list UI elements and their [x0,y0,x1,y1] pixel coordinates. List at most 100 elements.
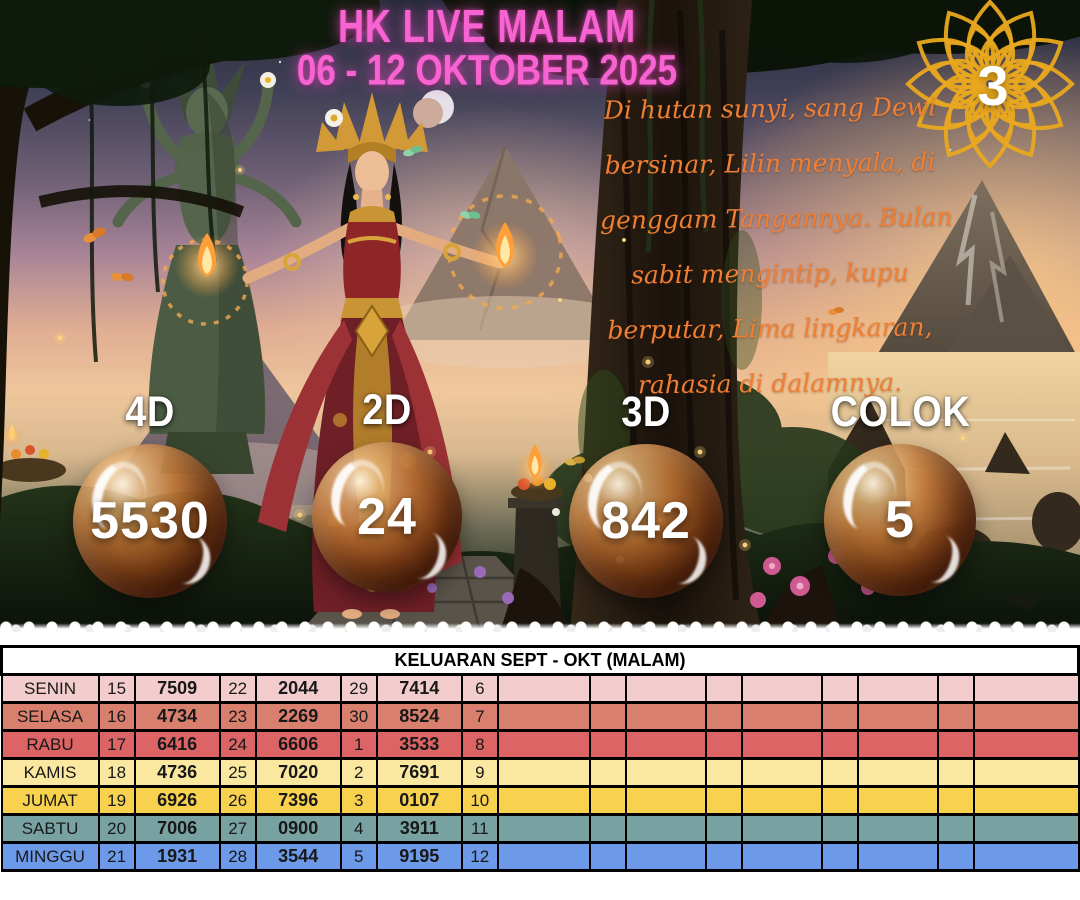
date-cell: 16 [97,701,136,732]
table-title: KELUARAN SEPT - OKT (MALAM) [0,645,1080,676]
bird-silhouette [1005,594,1037,610]
date-cell [820,729,860,760]
date-cell: 5 [339,841,378,872]
result-cell [740,673,824,704]
date-cell [937,757,976,788]
date-cell: 21 [97,841,136,872]
date-cell: 23 [218,701,257,732]
date-cell [588,785,627,816]
crystal-ball: 5530 [73,444,227,598]
poem-line: berputar, Lima lingkaran, [607,312,933,345]
prediction-label: 4D [125,388,175,436]
result-cell: 3533 [375,729,463,760]
date-cell [704,841,743,872]
result-cell [857,841,940,872]
result-cell [624,673,707,704]
poem-line: sabit mengintip, kupu [630,257,909,290]
mandala-flower-icon [905,0,1075,169]
result-cell: 6606 [254,729,342,760]
crystal-ball: 842 [569,444,723,598]
result-cell [973,757,1080,788]
poster-title: HK LIVE MALAM 06 - 12 OKTOBER 2025 [277,2,697,95]
result-cell [973,785,1080,816]
result-cell: 7509 [133,673,221,704]
hero-artwork: HK LIVE MALAM 06 - 12 OKTOBER 2025 3 Di … [0,0,1080,632]
fireflies [54,165,968,551]
table-row: SELASA 16 4734 23 2269 30 8524 7 [0,701,1080,732]
result-cell [857,785,940,816]
date-cell [704,813,743,844]
result-cell [740,841,824,872]
result-cell: 3911 [375,813,463,844]
date-cell: 1 [339,729,378,760]
table-row: MINGGU 21 1931 28 3544 5 9195 12 [0,841,1080,872]
date-cell [588,757,627,788]
date-cell: 18 [97,757,136,788]
date-cell [820,673,860,704]
date-cell [937,673,976,704]
result-cell [624,729,707,760]
date-cell [820,785,860,816]
result-cell [496,729,591,760]
title-line2: 06 - 12 OKTOBER 2025 [296,47,678,95]
date-cell: 22 [218,673,257,704]
hero-bottom-edge [0,616,1080,632]
result-cell: 7006 [133,813,221,844]
prediction-value: 842 [601,492,691,550]
result-cell: 7020 [254,757,342,788]
result-cell [740,813,824,844]
prediction-3d: 3D 842 [569,391,723,598]
date-cell [820,813,860,844]
result-cell [496,673,591,704]
result-cell [857,701,940,732]
date-cell: 7 [460,701,499,732]
mandala-number: 3 [977,54,1009,117]
prediction-colok: COLOK 5 [824,388,976,596]
date-cell: 12 [460,841,499,872]
date-cell [820,701,860,732]
result-cell [973,729,1080,760]
date-cell [704,673,743,704]
result-cell [740,729,824,760]
date-cell: 15 [97,673,136,704]
result-cell: 9195 [375,841,463,872]
date-cell [937,701,976,732]
prediction-label: 2D [362,386,412,434]
date-cell [704,757,743,788]
result-cell [624,757,707,788]
date-cell: 10 [460,785,499,816]
result-cell [740,785,824,816]
date-cell: 9 [460,757,499,788]
day-cell: MINGGU [0,841,100,872]
date-cell [820,841,860,872]
result-cell [496,785,591,816]
prediction-2d: 2D 24 [312,386,462,592]
result-cell [857,673,940,704]
result-cell: 2044 [254,673,342,704]
result-cell [496,701,591,732]
date-cell [937,813,976,844]
date-cell [704,701,743,732]
result-cell: 6416 [133,729,221,760]
day-cell: SABTU [0,813,100,844]
prediction-label: COLOK [830,388,970,436]
left-tree [0,0,380,523]
coast-mountain [862,180,1080,380]
date-cell: 20 [97,813,136,844]
result-cell: 3544 [254,841,342,872]
date-cell: 3 [339,785,378,816]
day-cell: KAMIS [0,757,100,788]
date-cell: 27 [218,813,257,844]
date-cell [588,673,627,704]
date-cell: 26 [218,785,257,816]
result-cell: 6926 [133,785,221,816]
date-cell [588,701,627,732]
date-cell [704,785,743,816]
date-cell: 2 [339,757,378,788]
date-cell: 25 [218,757,257,788]
result-cell: 7691 [375,757,463,788]
result-cell [973,673,1080,704]
result-cell [624,785,707,816]
result-cell [496,841,591,872]
